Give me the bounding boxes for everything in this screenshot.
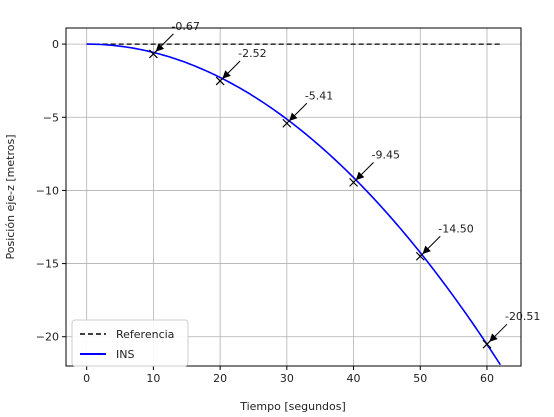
x-tick-label: 20 xyxy=(213,372,227,385)
legend-label-ins: INS xyxy=(116,348,134,361)
x-tick-label: 10 xyxy=(146,372,160,385)
x-tick-label: 0 xyxy=(83,372,90,385)
annotation-label: -14.50 xyxy=(438,222,473,235)
series-line-ins xyxy=(86,43,501,366)
grid xyxy=(66,28,521,366)
annotation-label: -0.67 xyxy=(171,20,199,33)
y-tick-label: −20 xyxy=(36,331,59,344)
plot-frame xyxy=(65,27,522,367)
annotation-arrow xyxy=(155,33,174,52)
annotation-label: -5.41 xyxy=(305,89,333,102)
annotation-arrow xyxy=(355,162,374,181)
x-tick-label: 50 xyxy=(413,372,427,385)
annotation-arrow xyxy=(289,102,308,121)
y-tick-label: 0 xyxy=(52,38,59,51)
legend: Referencia INS xyxy=(71,319,189,367)
annotation-arrow xyxy=(222,60,241,79)
y-tick-label: −5 xyxy=(43,111,59,124)
annotation-label: -9.45 xyxy=(372,148,400,161)
annotation-arrow xyxy=(422,235,441,254)
axis-ticks: 0 10 20 30 40 50 60 0 −5 −10 −15 −20 xyxy=(36,38,494,385)
x-axis-label: Tiempo [segundos] xyxy=(239,400,346,413)
annotations: -0.67 -2.52 -5.41 -9.45 -14.50 -20.51 xyxy=(148,20,540,349)
y-tick-label: −10 xyxy=(36,184,59,197)
legend-label-referencia: Referencia xyxy=(116,328,174,341)
x-tick-label: 40 xyxy=(347,372,361,385)
annotation-label: -2.52 xyxy=(238,47,266,60)
y-tick-label: −15 xyxy=(36,258,59,271)
x-tick-label: 60 xyxy=(480,372,494,385)
x-tick-label: 30 xyxy=(280,372,294,385)
annotation-label: -20.51 xyxy=(505,310,540,323)
series-group xyxy=(86,43,501,366)
y-axis-label: Posición eje-z [metros] xyxy=(4,134,17,259)
annotation-arrow xyxy=(489,323,508,342)
